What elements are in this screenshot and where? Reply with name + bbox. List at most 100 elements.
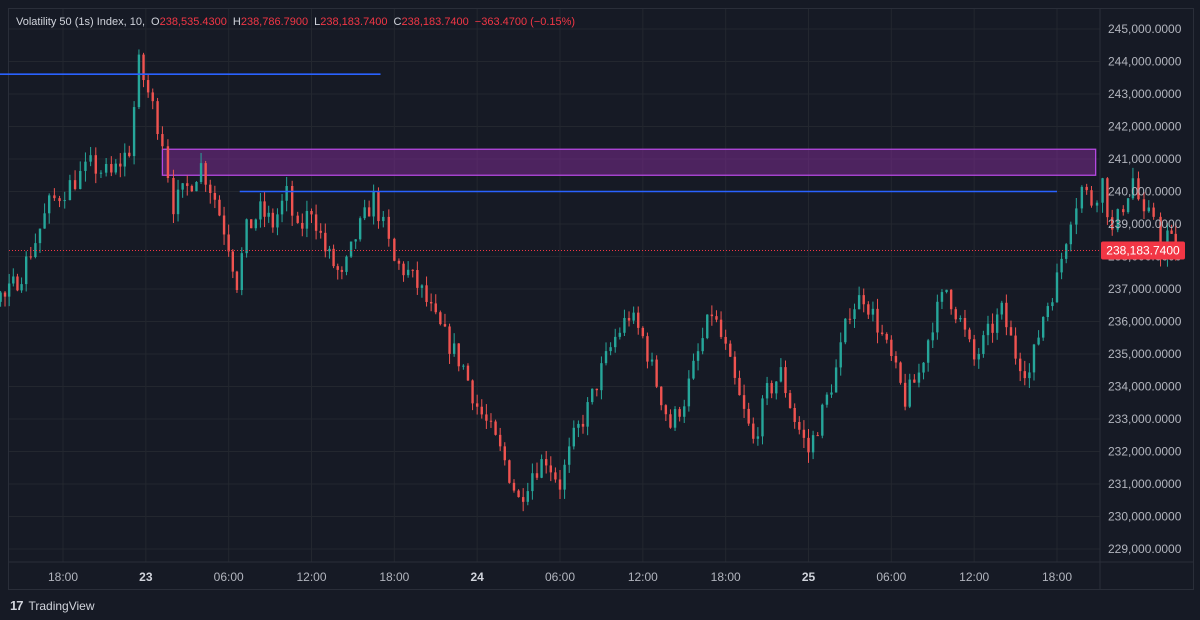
candle-body <box>156 101 159 135</box>
candle-body <box>245 219 248 254</box>
candle-body <box>397 260 401 264</box>
candle-body <box>683 406 686 417</box>
horizontal-lines[interactable] <box>0 73 1057 193</box>
candle-body <box>280 200 284 215</box>
candle-body <box>142 54 145 81</box>
candle-body <box>425 285 428 302</box>
candle-body <box>259 201 262 220</box>
candle-body <box>358 218 362 240</box>
candle-body <box>871 308 875 315</box>
candle-body <box>664 405 668 415</box>
candle-body <box>623 317 626 333</box>
candle-body <box>43 213 46 229</box>
candle-body <box>701 338 704 352</box>
zone-rect[interactable] <box>161 148 1097 176</box>
candle-body <box>830 392 833 395</box>
candle-body <box>848 318 852 320</box>
x-tick-label: 12:00 <box>959 570 989 584</box>
y-tick-label: 242,000.0000 <box>1108 120 1182 134</box>
y-tick-label: 234,000.0000 <box>1108 380 1182 394</box>
time-axis[interactable]: 18:00 23 06:00 12:00 18:00 24 06:00 12:00 18:00 2… <box>9 561 1194 584</box>
price-axis[interactable]: 229,000.0000 230,000.0000 231,000.0000 232,… <box>1099 9 1182 590</box>
candle-body <box>641 327 645 337</box>
candle-body <box>632 312 635 321</box>
x-tick-label: 18:00 <box>711 570 741 584</box>
candle-body <box>1085 186 1088 191</box>
candle-body <box>899 362 902 383</box>
supply-zone[interactable] <box>161 148 1097 176</box>
candle-body <box>558 479 562 490</box>
symbol-label: Volatility 50 (1s) Index, 10, <box>16 16 146 28</box>
candle-body <box>549 465 552 473</box>
candle-body <box>1101 178 1104 203</box>
candle-body <box>1106 178 1109 218</box>
candle-body <box>1018 358 1022 372</box>
low-value: 238,183.7400 <box>320 16 388 28</box>
candle-body <box>811 435 815 453</box>
candle-body <box>853 309 856 319</box>
candle-body <box>209 184 212 194</box>
candle-body <box>411 269 414 271</box>
candle-body <box>290 186 294 216</box>
candle-body <box>544 459 548 466</box>
chart-frame[interactable] <box>8 8 1194 590</box>
candle-body <box>568 446 571 465</box>
last-price-label: 238,183.7400 <box>1106 244 1180 258</box>
brand-name: TradingView <box>28 598 95 613</box>
candle-body <box>1126 198 1130 213</box>
candle-body <box>387 216 391 239</box>
candle-body <box>936 301 939 333</box>
candle-body <box>471 380 474 404</box>
candle-body <box>231 251 235 272</box>
candle-body <box>296 215 299 223</box>
candle-body <box>29 256 32 258</box>
candle-body <box>372 190 375 217</box>
candle-body <box>729 343 732 357</box>
candle-body <box>1023 371 1026 379</box>
candle-body <box>1046 306 1049 318</box>
candle-body <box>104 164 108 173</box>
candle-body <box>99 172 103 174</box>
candle-body <box>609 347 612 352</box>
high-label: H <box>232 16 241 28</box>
candle-body <box>1032 344 1036 373</box>
candle-body <box>151 92 154 102</box>
candle-body <box>1037 337 1040 345</box>
x-tick-label: 12:00 <box>296 570 326 584</box>
candle-body <box>1041 317 1045 338</box>
candle-body <box>825 394 829 405</box>
x-tick-label: 06:00 <box>876 570 906 584</box>
y-tick-label: 229,000.0000 <box>1108 542 1182 556</box>
candle-body <box>1116 209 1119 230</box>
candle-body <box>1147 207 1151 212</box>
y-tick-label: 231,000.0000 <box>1108 477 1182 491</box>
candle-body <box>416 270 419 288</box>
open-label: O <box>151 16 160 28</box>
candle-body <box>706 314 709 339</box>
candle-body <box>47 195 51 214</box>
candle-body <box>876 308 879 333</box>
y-tick-label: 236,000.0000 <box>1108 315 1182 329</box>
candle-body <box>489 420 493 422</box>
candle-body <box>161 134 164 147</box>
candle-body <box>954 309 957 320</box>
close-label: C <box>393 16 402 28</box>
candle-body <box>724 336 727 344</box>
candle-body <box>535 473 539 478</box>
candle-body <box>784 367 787 394</box>
y-tick-label: 243,000.0000 <box>1108 87 1182 101</box>
candle-body <box>752 423 755 439</box>
candle-body <box>627 317 631 321</box>
candle-body <box>363 207 366 219</box>
candle-body <box>972 339 976 360</box>
tradingview-brand[interactable]: 17 TradingView <box>10 598 95 613</box>
x-tick-label: 18:00 <box>48 570 78 584</box>
candle-body <box>434 303 437 313</box>
candle-body <box>1065 244 1068 259</box>
candle-body <box>267 212 270 217</box>
open-value: 238,535.4300 <box>159 16 227 28</box>
candle-body <box>271 212 275 228</box>
candle-body <box>521 497 525 502</box>
candle-body <box>1009 327 1013 336</box>
